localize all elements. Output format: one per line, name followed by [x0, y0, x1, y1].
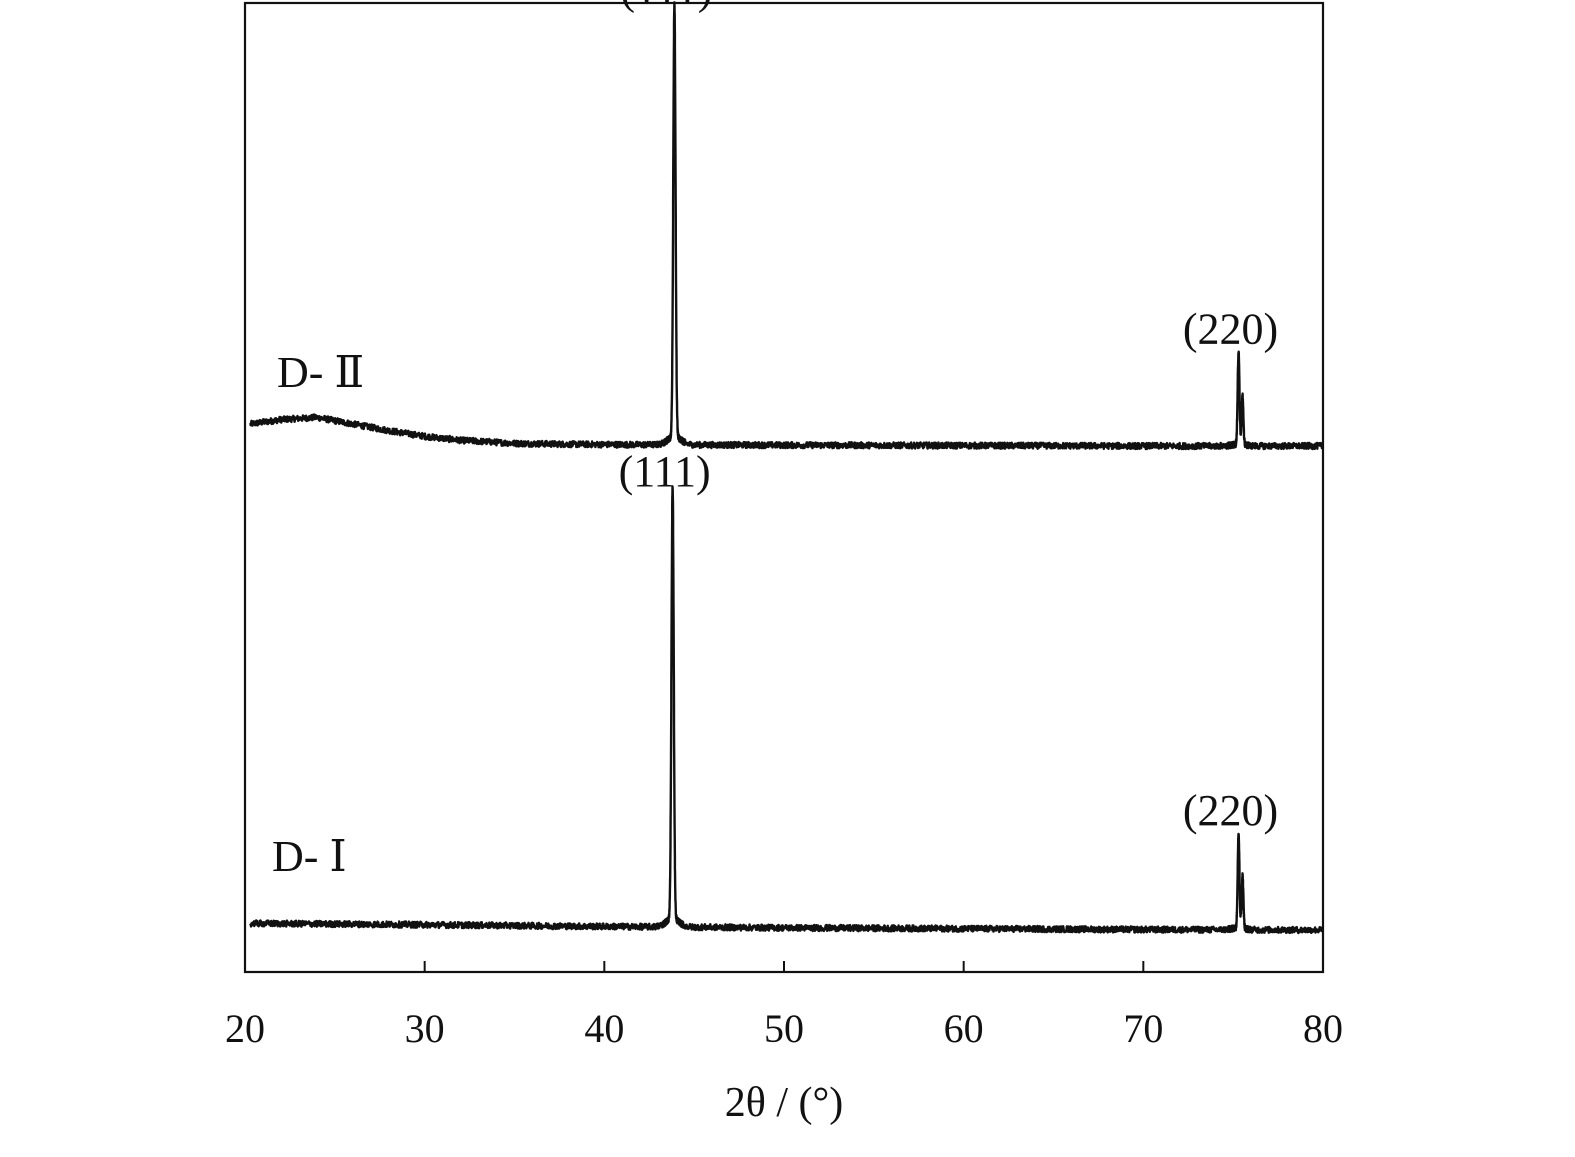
x-tick-label-20: 20	[225, 1006, 265, 1051]
x-axis-tick-labels: 20 30 40 50 60 70 80	[225, 1006, 1343, 1051]
series-label-d-ii: D- Ⅱ	[277, 348, 364, 397]
series-labels: D- Ⅱ D- Ⅰ	[272, 348, 364, 881]
trace-d-ii	[249, 1, 1324, 451]
peak-label-111-d-ii: (111)	[620, 0, 712, 14]
peak-labels: (111) (220) (111) (220)	[619, 0, 1279, 835]
peak-label-220-d-i: (220)	[1183, 786, 1278, 835]
x-tick-label-30: 30	[405, 1006, 445, 1051]
x-tick-label-80: 80	[1303, 1006, 1343, 1051]
peak-label-111-d-i: (111)	[619, 447, 711, 496]
plot-frame	[243, 1, 1325, 974]
series-label-d-i: D- Ⅰ	[272, 832, 347, 881]
trace-d-i	[249, 485, 1324, 935]
diffraction-traces	[249, 1, 1324, 935]
x-tick-label-70: 70	[1123, 1006, 1163, 1051]
x-axis-title: 2θ / (°)	[725, 1080, 844, 1126]
x-tick-label-50: 50	[764, 1006, 804, 1051]
x-tick-label-40: 40	[584, 1006, 624, 1051]
x-tick-label-60: 60	[944, 1006, 984, 1051]
peak-label-220-d-ii: (220)	[1183, 305, 1278, 354]
x-axis-ticks	[423, 961, 1145, 972]
